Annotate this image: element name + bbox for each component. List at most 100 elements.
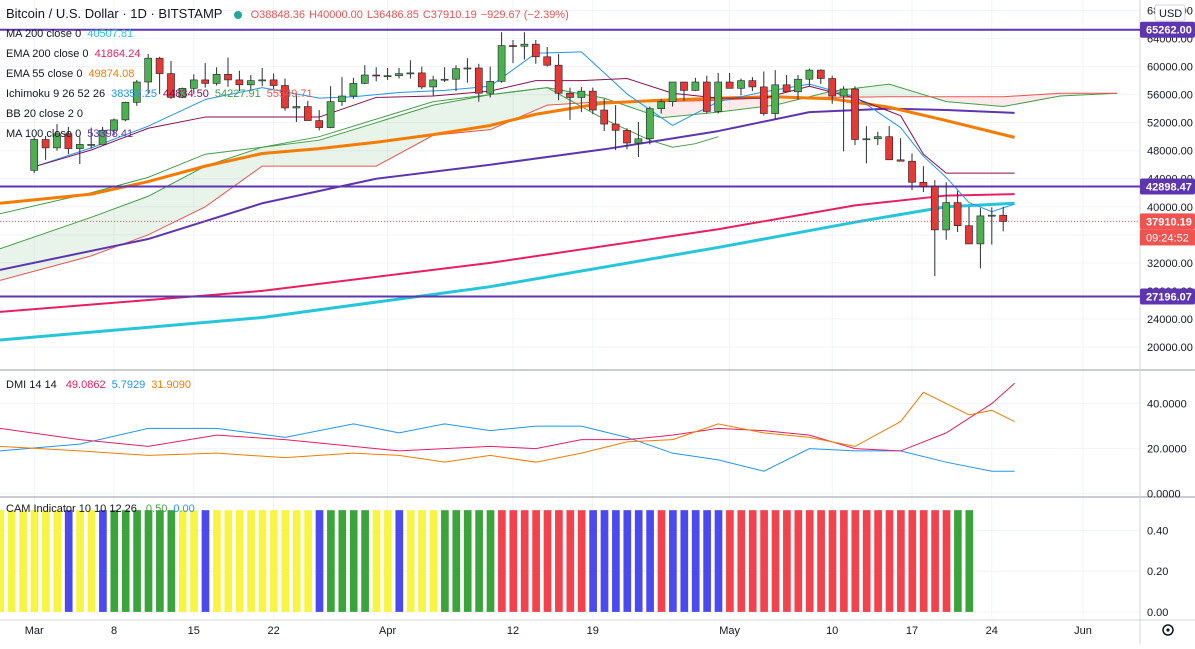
- cam-bar: [919, 510, 928, 612]
- time-tick-label: 24: [986, 625, 998, 637]
- cloud-segment: [376, 105, 434, 167]
- settings-icon[interactable]: [1162, 624, 1174, 636]
- cam-bar: [726, 510, 734, 612]
- candle: [554, 53, 563, 101]
- price-tag: 65262.00: [1140, 21, 1195, 38]
- candle: [349, 77, 358, 99]
- visibility-icon[interactable]: [233, 11, 242, 20]
- candle-body: [201, 79, 210, 84]
- cam-bar: [42, 510, 50, 612]
- indicator-row[interactable]: EMA 200 close 0 41864.24: [6, 44, 573, 64]
- cam-bar: [840, 510, 848, 612]
- cam-bar: [783, 510, 791, 612]
- price-tick-label: 60000.00: [1147, 62, 1193, 74]
- candle-body: [668, 81, 677, 102]
- candle: [930, 180, 939, 277]
- candle-body: [919, 181, 928, 187]
- cam-bar: [714, 510, 723, 612]
- cam-bar: [475, 510, 483, 612]
- candle-body: [531, 43, 540, 58]
- candle-body: [611, 123, 620, 131]
- candle-body: [588, 90, 597, 111]
- cam-bar: [349, 510, 358, 612]
- candle-body: [372, 74, 381, 77]
- cloud-segment: [946, 96, 1004, 107]
- candle-body: [452, 68, 460, 80]
- candle-body: [189, 79, 198, 89]
- indicator-value: 49874.08: [88, 68, 135, 80]
- cam-bar: [167, 510, 176, 612]
- candle: [30, 137, 39, 174]
- price-tag: 37910.19 09:24:52: [1140, 213, 1195, 246]
- cam-bar: [897, 510, 905, 612]
- dmi-tick-label: 40.0000: [1147, 399, 1187, 411]
- indicator-row[interactable]: Ichimoku 9 26 52 26 38357.25 44834.50 54227…: [6, 84, 573, 104]
- candle-body: [691, 81, 700, 91]
- cam-bar: [543, 510, 552, 612]
- candle-body: [999, 214, 1008, 222]
- candle-body: [144, 57, 153, 83]
- cam-bar: [760, 510, 768, 612]
- candle: [896, 138, 905, 162]
- candle: [372, 67, 381, 82]
- cam-bar: [7, 510, 16, 612]
- candle: [452, 65, 460, 92]
- candle-body: [554, 64, 563, 94]
- cam-bar: [30, 510, 39, 612]
- cam-name[interactable]: CAM Indicator 10 10 12 26: [6, 503, 137, 515]
- cam-bar: [566, 510, 575, 612]
- indicator-value: 41864.24: [94, 48, 141, 60]
- candle: [53, 124, 61, 151]
- cam-bar: [133, 510, 141, 612]
- candle-body: [440, 78, 449, 81]
- candle: [178, 87, 187, 99]
- cam-legend: CAM Indicator 10 10 12 26 0.50 0.00: [6, 499, 195, 519]
- indicator-row[interactable]: EMA 55 close 0 49874.08: [6, 64, 573, 84]
- cam-bar: [224, 510, 233, 612]
- candle: [976, 208, 985, 269]
- time-tick-label: Jun: [1074, 625, 1092, 637]
- cam-bar: [828, 510, 837, 612]
- series-kijun: [34, 78, 1015, 174]
- candle-body: [748, 80, 757, 88]
- candle: [269, 73, 278, 90]
- candle-body: [98, 130, 107, 145]
- candle: [771, 70, 780, 120]
- candle: [155, 56, 164, 94]
- cam-bar: [486, 510, 495, 612]
- cam-bar: [452, 510, 461, 612]
- candle: [292, 94, 301, 122]
- dmi-name[interactable]: DMI 14 14: [6, 379, 57, 391]
- cam-bar: [270, 510, 278, 612]
- candle-body: [121, 102, 130, 121]
- price-tick-label: 48000.00: [1147, 146, 1193, 158]
- candle-body: [873, 136, 882, 140]
- cam-bar: [418, 510, 426, 612]
- candle-body: [862, 138, 871, 141]
- candle: [965, 206, 973, 245]
- cam-bar: [498, 510, 506, 612]
- indicator-row[interactable]: BB 20 close 2 0: [6, 104, 573, 124]
- legend-value: 49.0862: [65, 379, 106, 391]
- candle-body: [930, 186, 939, 231]
- candle: [326, 86, 335, 129]
- cam-bar: [0, 510, 5, 612]
- candle: [417, 66, 426, 90]
- cam-bar: [463, 510, 472, 612]
- cloud-segment: [1003, 93, 1061, 107]
- indicator-row[interactable]: MA 200 close 0 40507.81: [6, 24, 573, 44]
- symbol-row[interactable]: Bitcoin / U.S. Dollar · 1D · BITSTAMP O3…: [6, 4, 573, 24]
- candle: [201, 63, 210, 88]
- indicator-value: 55549.71: [266, 88, 313, 100]
- indicator-row[interactable]: MA 100 close 0 53398.41: [6, 124, 573, 144]
- cam-bar: [737, 510, 746, 612]
- ohlc-item: H40000.00: [309, 9, 363, 21]
- candle-body: [87, 144, 96, 146]
- cam-bar: [372, 510, 381, 612]
- price-tick-label: 40000.00: [1147, 202, 1193, 214]
- cam-bar: [384, 510, 392, 612]
- legend-value: 5.7929: [111, 379, 146, 391]
- candle-body: [155, 57, 164, 74]
